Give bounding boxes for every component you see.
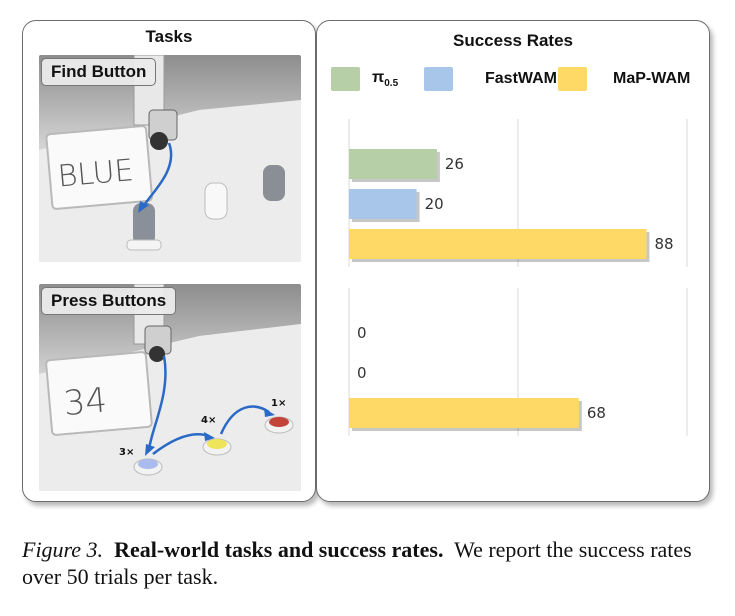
legend-label-fastwam: FastWAM <box>485 70 557 87</box>
legend-swatch-pi05 <box>331 67 360 91</box>
success-rate-chart: 26 20 88 0 0 68 <box>348 119 688 436</box>
press-count-3x: 3× <box>119 447 135 458</box>
bar-mapwam-task-1 <box>349 398 579 428</box>
find-button-scene: BLUE <box>39 55 301 262</box>
legend-label-pi05-sub: 0.5 <box>384 78 399 90</box>
task-label-press-buttons: Press Buttons <box>41 287 177 315</box>
whiteboard-text: BLUE <box>56 153 135 194</box>
bar-fastwam-task-0 <box>349 189 417 219</box>
legend-item-fastwam: FastWAM <box>424 67 557 91</box>
legend-item-mapwam: MaP-WAM <box>558 67 690 91</box>
legend-swatch-mapwam <box>558 67 587 91</box>
press-buttons-scene: 34 <box>39 284 301 491</box>
caption-text: We report the success rates over 50 tria… <box>22 537 692 589</box>
figure-caption: Figure 3. Real-world tasks and success r… <box>22 536 722 590</box>
bar-value-label-mapwam-task-0: 88 <box>654 235 673 253</box>
bar-value-label-pi05-task-0: 26 <box>445 155 464 173</box>
legend-swatch-fastwam <box>424 67 453 91</box>
legend-item-pi05: π0.5 <box>331 67 398 91</box>
caption-figure-label: Figure 3. <box>22 537 104 562</box>
task-label-find-button: Find Button <box>41 58 157 86</box>
bar-value-label-fastwam-task-0: 20 <box>425 195 444 213</box>
tasks-title: Tasks <box>145 27 193 46</box>
bar-mapwam-task-0 <box>349 229 647 259</box>
bar-pi05-task-0 <box>349 149 437 179</box>
press-count-1x: 1× <box>271 398 287 409</box>
success-rates-panel: Success Rates π0.5 FastWAM MaP-WAM 26 20 8… <box>316 20 710 502</box>
legend-label-mapwam: MaP-WAM <box>613 70 691 87</box>
bar-value-label-pi05-task-1: 0 <box>357 324 367 342</box>
tasks-panel: Tasks BLUE Find Button 34 <box>22 20 316 502</box>
bar-value-label-fastwam-task-1: 0 <box>357 364 367 382</box>
caption-title: Real-world tasks and success rates. <box>114 537 444 562</box>
legend-label-pi05: π <box>372 68 385 86</box>
chart-title: Success Rates <box>452 31 574 50</box>
press-buttons-photo: 34 Press Buttons 3× 4× 1× <box>39 284 301 491</box>
whiteboard-number: 34 <box>62 380 109 424</box>
find-button-photo: BLUE Find Button <box>39 55 301 262</box>
press-count-4x: 4× <box>201 415 217 426</box>
bar-value-label-mapwam-task-1: 68 <box>587 404 606 422</box>
